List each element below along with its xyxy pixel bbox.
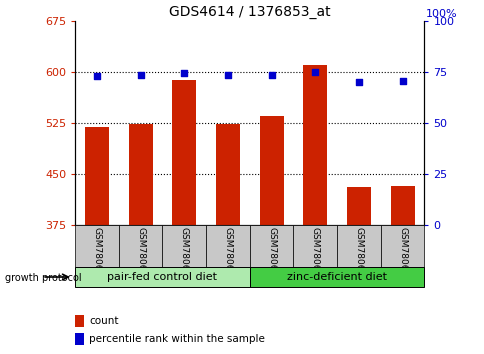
- Text: GSM780659: GSM780659: [223, 227, 232, 282]
- Text: GSM780658: GSM780658: [180, 227, 188, 282]
- Text: percentile rank within the sample: percentile rank within the sample: [89, 334, 264, 344]
- Bar: [336, 225, 380, 267]
- Bar: [172, 80, 196, 225]
- Bar: [215, 124, 240, 225]
- Bar: [302, 65, 327, 225]
- Text: GSM780660: GSM780660: [267, 227, 275, 282]
- Bar: [380, 225, 424, 267]
- Bar: [128, 124, 152, 225]
- Point: [267, 72, 275, 78]
- Text: GSM780661: GSM780661: [310, 227, 319, 282]
- Point: [136, 72, 144, 78]
- Bar: [75, 225, 119, 267]
- Point: [180, 70, 188, 76]
- Bar: [119, 225, 162, 267]
- Bar: [249, 267, 424, 287]
- Text: GSM780663: GSM780663: [397, 227, 406, 282]
- Bar: [249, 225, 293, 267]
- Text: 100%: 100%: [425, 9, 457, 19]
- Bar: [75, 315, 84, 327]
- Text: count: count: [89, 316, 119, 326]
- Text: growth protocol: growth protocol: [5, 273, 81, 283]
- Text: GSM780657: GSM780657: [136, 227, 145, 282]
- Point: [311, 69, 318, 75]
- Bar: [293, 225, 336, 267]
- Bar: [346, 188, 370, 225]
- Title: GDS4614 / 1376853_at: GDS4614 / 1376853_at: [168, 5, 330, 19]
- Bar: [259, 116, 283, 225]
- Point: [93, 73, 101, 79]
- Text: pair-fed control diet: pair-fed control diet: [107, 272, 217, 282]
- Bar: [75, 267, 249, 287]
- Point: [398, 79, 406, 84]
- Bar: [206, 225, 249, 267]
- Bar: [390, 186, 414, 225]
- Bar: [162, 225, 206, 267]
- Text: zinc-deficient diet: zinc-deficient diet: [287, 272, 386, 282]
- Bar: [85, 127, 109, 225]
- Text: GSM780662: GSM780662: [354, 227, 363, 282]
- Point: [354, 80, 362, 85]
- Point: [224, 72, 231, 78]
- Text: GSM780656: GSM780656: [92, 227, 101, 282]
- Bar: [75, 333, 84, 345]
